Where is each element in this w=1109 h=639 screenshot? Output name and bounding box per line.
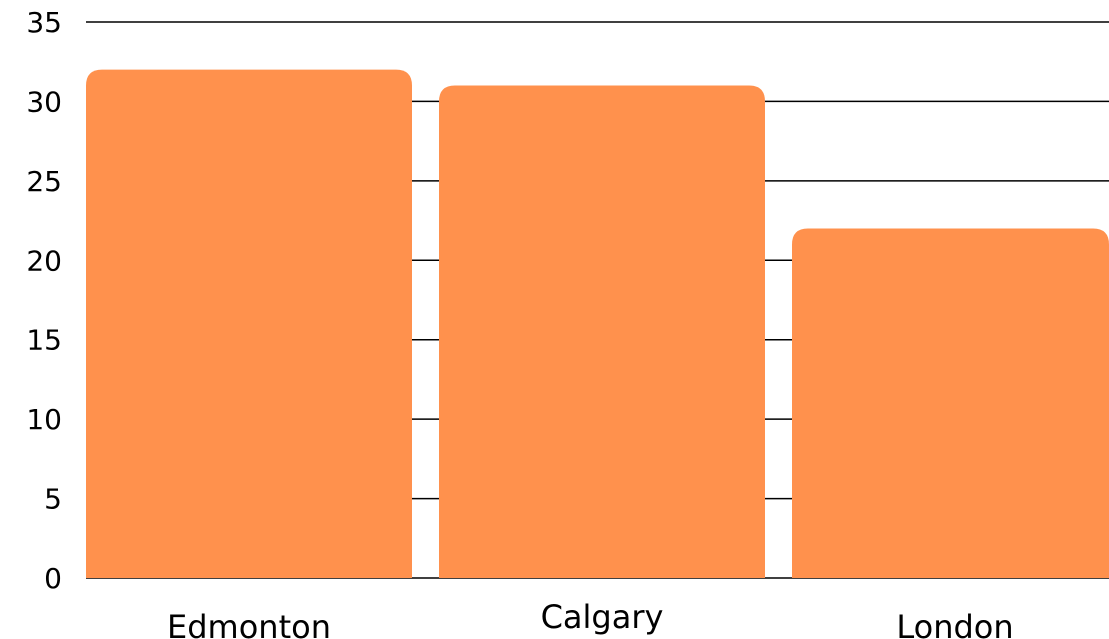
x-category-label: Calgary [541,598,664,636]
y-tick-label: 5 [44,483,62,516]
y-axis-ticks: 0 5 10 15 20 25 30 35 [26,6,62,595]
y-tick-label: 35 [26,6,62,39]
bar-calgary [439,85,765,579]
x-axis-labels: Edmonton Calgary London [167,598,1014,639]
bar-edmonton [86,69,412,579]
bars [86,69,1109,579]
x-category-label: Edmonton [167,608,331,639]
x-category-label: London [896,608,1013,639]
y-tick-label: 0 [44,562,62,595]
y-tick-label: 25 [26,165,62,198]
y-tick-label: 30 [26,85,62,118]
y-tick-label: 20 [26,244,62,277]
y-tick-label: 10 [26,403,62,436]
bar-london [792,228,1109,578]
y-tick-label: 15 [26,324,62,357]
